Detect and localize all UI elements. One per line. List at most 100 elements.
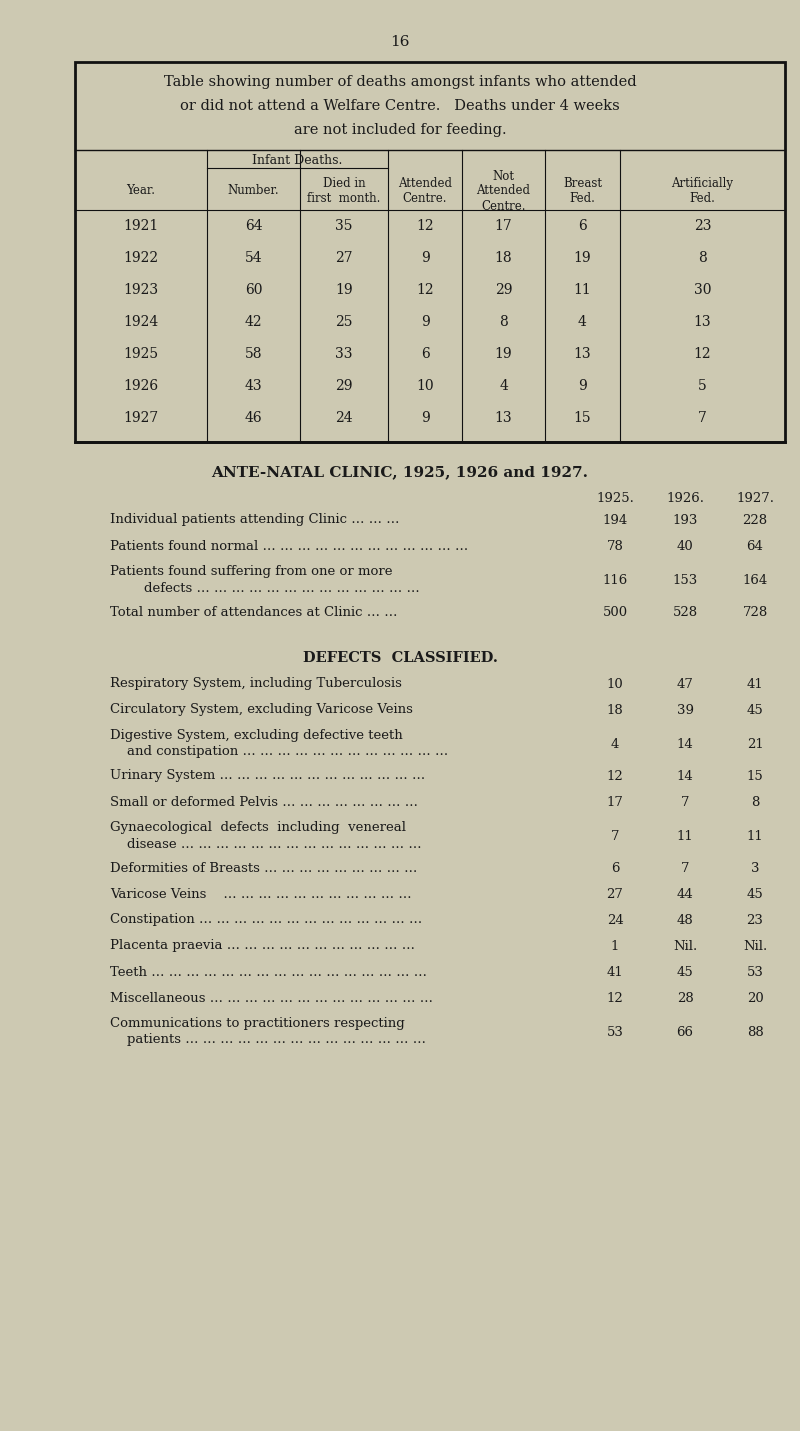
Text: 10: 10 (606, 677, 623, 691)
Text: 7: 7 (681, 796, 690, 809)
Text: 42: 42 (245, 315, 262, 329)
Text: 1927: 1927 (123, 411, 158, 425)
Text: 10: 10 (416, 379, 434, 394)
Text: 23: 23 (746, 913, 763, 926)
Text: Patients found suffering from one or more: Patients found suffering from one or mor… (110, 565, 393, 578)
Text: Artificially
Fed.: Artificially Fed. (671, 177, 734, 205)
Text: 116: 116 (602, 574, 628, 587)
Text: 78: 78 (606, 539, 623, 552)
Text: 15: 15 (574, 411, 591, 425)
Text: 6: 6 (421, 346, 430, 361)
Text: 45: 45 (746, 704, 763, 717)
Text: 28: 28 (677, 992, 694, 1005)
Text: 8: 8 (751, 796, 759, 809)
Text: 58: 58 (245, 346, 262, 361)
Text: Communications to practitioners respecting: Communications to practitioners respecti… (110, 1017, 405, 1030)
Text: 14: 14 (677, 737, 694, 750)
Text: Attended
Centre.: Attended Centre. (398, 177, 452, 205)
Text: 13: 13 (494, 411, 512, 425)
Text: 24: 24 (606, 913, 623, 926)
Text: 6: 6 (610, 861, 619, 874)
Text: 228: 228 (742, 514, 767, 527)
Text: 1921: 1921 (123, 219, 158, 233)
Text: 11: 11 (677, 830, 694, 843)
Text: 19: 19 (574, 250, 591, 265)
Text: 25: 25 (335, 315, 353, 329)
Text: 17: 17 (606, 796, 623, 809)
Text: or did not attend a Welfare Centre.   Deaths under 4 weeks: or did not attend a Welfare Centre. Deat… (180, 99, 620, 113)
Text: 3: 3 (750, 861, 759, 874)
Text: 11: 11 (746, 830, 763, 843)
Text: 14: 14 (677, 770, 694, 783)
Text: ANTE-NATAL CLINIC, 1925, 1926 and 1927.: ANTE-NATAL CLINIC, 1925, 1926 and 1927. (211, 465, 589, 479)
Text: 16: 16 (390, 34, 410, 49)
Text: Breast
Fed.: Breast Fed. (563, 177, 602, 205)
Text: Nil.: Nil. (673, 940, 697, 953)
Text: 12: 12 (694, 346, 711, 361)
Text: 194: 194 (602, 514, 628, 527)
Text: 23: 23 (694, 219, 711, 233)
Text: 9: 9 (421, 315, 430, 329)
Text: 1922: 1922 (123, 250, 158, 265)
Text: 21: 21 (746, 737, 763, 750)
Text: 9: 9 (578, 379, 587, 394)
Text: 20: 20 (746, 992, 763, 1005)
Text: 24: 24 (335, 411, 353, 425)
Text: are not included for feeding.: are not included for feeding. (294, 123, 506, 137)
Text: 66: 66 (677, 1026, 694, 1039)
Text: 60: 60 (245, 283, 262, 298)
Text: Varicose Veins    … … … … … … … … … … …: Varicose Veins … … … … … … … … … … … (110, 887, 412, 900)
Text: 45: 45 (746, 887, 763, 900)
Bar (75, 62, 785, 442)
Text: 13: 13 (574, 346, 591, 361)
Text: 1926: 1926 (123, 379, 158, 394)
Text: 13: 13 (694, 315, 711, 329)
Text: 12: 12 (416, 219, 434, 233)
Text: 19: 19 (335, 283, 353, 298)
Text: defects … … … … … … … … … … … … …: defects … … … … … … … … … … … … … (110, 581, 420, 594)
Text: 29: 29 (335, 379, 353, 394)
Text: 1924: 1924 (123, 315, 158, 329)
Text: Deformities of Breasts … … … … … … … … …: Deformities of Breasts … … … … … … … … … (110, 861, 418, 874)
Text: Died in
first  month.: Died in first month. (307, 177, 381, 205)
Text: 48: 48 (677, 913, 694, 926)
Text: patients … … … … … … … … … … … … … …: patients … … … … … … … … … … … … … … (110, 1033, 426, 1046)
Text: and constipation … … … … … … … … … … … …: and constipation … … … … … … … … … … … … (110, 746, 448, 758)
Text: 27: 27 (335, 250, 353, 265)
Text: 528: 528 (673, 605, 698, 618)
Text: 6: 6 (578, 219, 587, 233)
Text: 19: 19 (494, 346, 512, 361)
Text: 43: 43 (245, 379, 262, 394)
Text: 4: 4 (578, 315, 587, 329)
Text: Small or deformed Pelvis … … … … … … … …: Small or deformed Pelvis … … … … … … … … (110, 796, 418, 809)
Text: 12: 12 (606, 770, 623, 783)
Text: Table showing number of deaths amongst infants who attended: Table showing number of deaths amongst i… (164, 74, 636, 89)
Text: 7: 7 (681, 861, 690, 874)
Text: 40: 40 (677, 539, 694, 552)
Text: 728: 728 (742, 605, 768, 618)
Text: 41: 41 (606, 966, 623, 979)
Text: 53: 53 (606, 1026, 623, 1039)
Text: 18: 18 (606, 704, 623, 717)
Text: Number.: Number. (228, 185, 279, 197)
Text: 30: 30 (694, 283, 711, 298)
Text: Year.: Year. (126, 185, 155, 197)
Text: 153: 153 (672, 574, 698, 587)
Text: 29: 29 (494, 283, 512, 298)
Text: 1927.: 1927. (736, 491, 774, 505)
Text: 15: 15 (746, 770, 763, 783)
Text: Infant Deaths.: Infant Deaths. (252, 153, 342, 166)
Text: 5: 5 (698, 379, 707, 394)
Text: 45: 45 (677, 966, 694, 979)
Text: 1: 1 (611, 940, 619, 953)
Text: 53: 53 (746, 966, 763, 979)
Text: Total number of attendances at Clinic … …: Total number of attendances at Clinic … … (110, 605, 398, 618)
Text: 8: 8 (499, 315, 508, 329)
Text: 46: 46 (245, 411, 262, 425)
Text: Nil.: Nil. (743, 940, 767, 953)
Text: 12: 12 (416, 283, 434, 298)
Text: 1923: 1923 (123, 283, 158, 298)
Text: Respiratory System, including Tuberculosis: Respiratory System, including Tuberculos… (110, 677, 402, 691)
Text: 9: 9 (421, 411, 430, 425)
Text: 44: 44 (677, 887, 694, 900)
